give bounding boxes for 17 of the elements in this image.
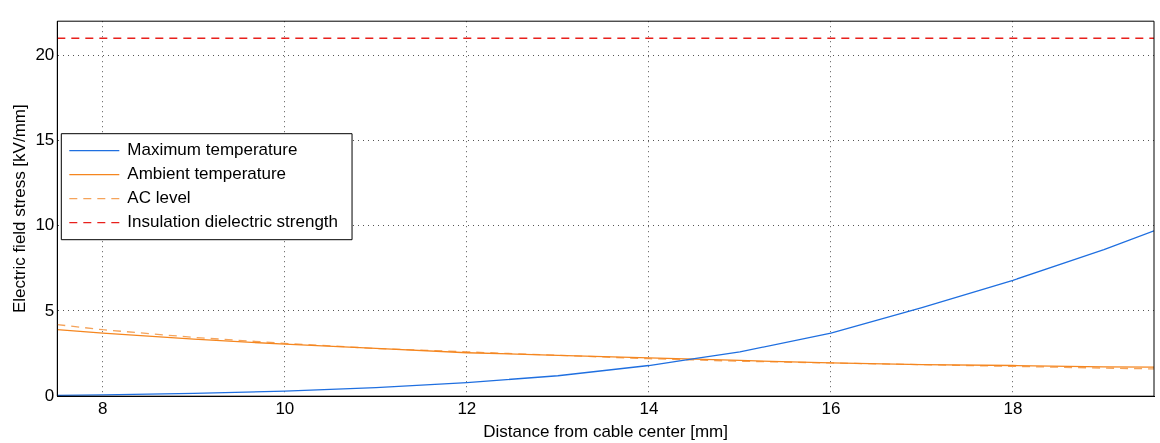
- x-tick-label: 16: [821, 399, 841, 419]
- y-tick-label: 20: [35, 44, 55, 64]
- x-tick-label: 10: [275, 399, 295, 419]
- x-tick-label: 8: [98, 399, 108, 419]
- y-tick-label: 0: [44, 385, 55, 405]
- legend-label: Ambient temperature: [127, 164, 287, 184]
- x-tick-label: 18: [1003, 399, 1023, 419]
- legend-label: AC level: [127, 188, 191, 208]
- legend-label: Maximum temperature: [127, 140, 298, 160]
- legend-label: Insulation dielectric strength: [127, 212, 339, 232]
- y-axis-title: Electric field stress [kV/mm]: [9, 104, 29, 314]
- x-axis-title: Distance from cable center [mm]: [483, 422, 729, 442]
- x-tick-label: 12: [457, 399, 477, 419]
- y-tick-label: 15: [35, 130, 55, 150]
- y-tick-label: 5: [44, 300, 55, 320]
- y-tick-label: 10: [35, 215, 55, 235]
- x-tick-label: 14: [639, 399, 659, 419]
